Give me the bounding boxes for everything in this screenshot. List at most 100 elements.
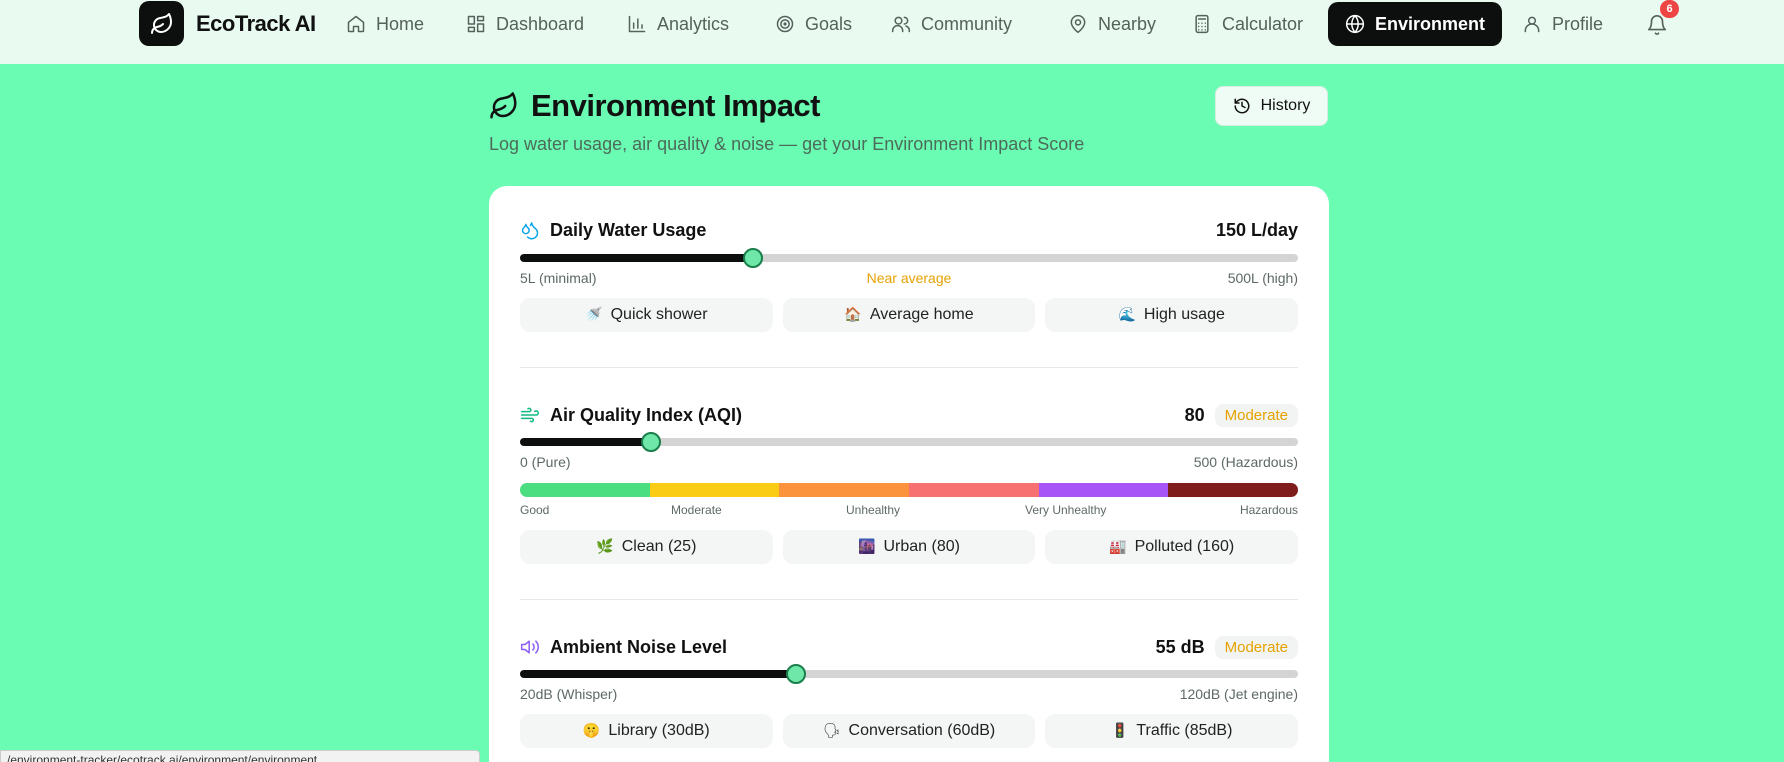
nav-home-label: Home xyxy=(376,13,425,34)
nav-goals[interactable]: Goals xyxy=(763,4,864,44)
house-icon: 🏠 xyxy=(844,307,862,323)
preset-label: Average home xyxy=(869,306,974,323)
noise-status-badge: Moderate xyxy=(1214,635,1298,659)
preset-label: Urban (80) xyxy=(883,538,960,555)
noise-max-label: 120dB (Jet engine) xyxy=(1179,686,1298,702)
bar-chart-icon xyxy=(628,15,646,33)
air-value: 80 xyxy=(1184,404,1205,425)
history-button[interactable]: History xyxy=(1215,86,1328,126)
nav-analytics-label: Analytics xyxy=(657,13,730,34)
nav-environment-label: Environment xyxy=(1375,13,1486,34)
water-slider-fill xyxy=(520,254,754,262)
aqi-segment-moderate xyxy=(649,483,780,497)
nav-nearby[interactable]: Nearby xyxy=(1056,4,1168,44)
factory-icon: 🏭 xyxy=(1109,539,1127,555)
target-icon xyxy=(776,15,794,33)
preset-traffic[interactable]: 🚦 Traffic (85dB) xyxy=(1045,714,1299,748)
aqi-label-very-unhealthy: Very Unhealthy xyxy=(1025,503,1107,517)
water-slider[interactable] xyxy=(520,248,1298,268)
water-max-label: 500L (high) xyxy=(1227,270,1298,286)
shower-icon: 🚿 xyxy=(585,307,603,323)
speaker-icon xyxy=(520,640,539,654)
top-nav: EcoTrack AI Home Dashboard Analytics Goa… xyxy=(0,0,1784,64)
user-icon xyxy=(1524,16,1540,33)
map-pin-icon xyxy=(1070,14,1086,34)
notifications-button[interactable] xyxy=(1642,10,1672,40)
air-max-label: 500 (Hazardous) xyxy=(1193,454,1298,470)
water-value: 150 L/day xyxy=(1215,219,1298,240)
home-icon xyxy=(347,15,365,33)
preset-conversation[interactable]: 🗣 Conversation (60dB) xyxy=(782,714,1036,748)
browser-status-bar: /environment-tracker/ecotrack.ai/environ… xyxy=(0,750,480,762)
preset-clean[interactable]: 🌿 Clean (25) xyxy=(520,530,773,564)
preset-polluted[interactable]: 🏭 Polluted (160) xyxy=(1045,530,1299,564)
notification-badge: 6 xyxy=(1660,0,1679,18)
aqi-segment-unhealthy-sensitive xyxy=(909,483,1039,497)
water-slider-thumb[interactable] xyxy=(743,248,764,268)
page-subtitle: Log water usage, air quality & noise — g… xyxy=(489,134,1085,154)
water-min-label: 5L (minimal) xyxy=(520,270,597,286)
aqi-scale-bar xyxy=(520,483,1298,497)
water-section: Daily Water Usage 150 L/day 5L (minimal)… xyxy=(520,217,1299,337)
water-presets: 🚿 Quick shower 🏠 Average home 🌊 High usage xyxy=(520,298,1299,332)
nav-profile[interactable]: Profile xyxy=(1510,4,1615,44)
aqi-label-moderate: Moderate xyxy=(671,503,722,517)
preset-label: Conversation (60dB) xyxy=(848,722,996,739)
aqi-segment-hazardous xyxy=(1168,483,1298,497)
aqi-label-unhealthy: Unhealthy xyxy=(846,503,901,517)
preset-average-home[interactable]: 🏠 Average home xyxy=(782,298,1036,332)
preset-label: Clean (25) xyxy=(621,538,697,555)
nav-profile-label: Profile xyxy=(1552,13,1604,34)
aqi-segment-good xyxy=(520,483,650,497)
preset-quick-shower[interactable]: 🚿 Quick shower xyxy=(520,298,773,332)
nav-community-label: Community xyxy=(921,13,1013,34)
calculator-icon xyxy=(1195,14,1209,34)
nav-community[interactable]: Community xyxy=(879,4,1024,44)
preset-urban[interactable]: 🌆 Urban (80) xyxy=(782,530,1036,564)
air-header: Air Quality Index (AQI) 80 Moderate xyxy=(520,402,1298,428)
herb-icon: 🌿 xyxy=(596,539,614,555)
bell-icon xyxy=(1647,15,1667,36)
aqi-segment-very-unhealthy xyxy=(1038,483,1169,497)
air-presets: 🌿 Clean (25) 🌆 Urban (80) 🏭 Polluted (160) xyxy=(520,530,1299,564)
aqi-label-good: Good xyxy=(520,503,550,517)
water-title: Daily Water Usage xyxy=(550,219,707,240)
air-slider-thumb[interactable] xyxy=(640,432,661,452)
noise-value: 55 dB xyxy=(1155,636,1205,657)
page-title-text: Environment Impact xyxy=(531,88,821,123)
nav-home[interactable]: Home xyxy=(334,4,436,44)
page-title: Environment Impact xyxy=(489,88,821,124)
nav-calculator[interactable]: Calculator xyxy=(1180,4,1315,44)
preset-high-usage[interactable]: 🌊 High usage xyxy=(1045,298,1299,332)
aqi-label-hazardous: Hazardous xyxy=(1239,503,1298,517)
noise-slider[interactable] xyxy=(520,664,1298,684)
air-slider[interactable] xyxy=(520,432,1298,452)
logo[interactable] xyxy=(139,1,184,46)
noise-min-label: 20dB (Whisper) xyxy=(520,686,618,702)
air-slider-fill xyxy=(520,438,651,446)
water-header: Daily Water Usage 150 L/day xyxy=(520,217,1298,243)
noise-section: Ambient Noise Level 55 dB Moderate 20dB … xyxy=(520,634,1299,754)
air-min-label: 0 (Pure) xyxy=(520,454,571,470)
air-section: Air Quality Index (AQI) 80 Moderate 0 (P… xyxy=(520,402,1299,564)
section-divider xyxy=(520,599,1298,600)
droplets-icon xyxy=(521,222,539,240)
noise-slider-thumb[interactable] xyxy=(786,664,807,684)
nav-goals-label: Goals xyxy=(805,13,853,34)
nav-environment[interactable]: Environment xyxy=(1328,2,1503,46)
leaf-icon xyxy=(490,92,517,119)
users-icon xyxy=(891,16,911,33)
preset-library[interactable]: 🤫 Library (30dB) xyxy=(520,714,773,748)
speaking-head-icon: 🗣 xyxy=(822,723,841,739)
nav-dashboard-label: Dashboard xyxy=(496,13,585,34)
noise-slider-fill xyxy=(520,670,797,678)
dashboard-icon xyxy=(467,15,485,33)
wave-icon: 🌊 xyxy=(1118,307,1136,323)
nav-dashboard[interactable]: Dashboard xyxy=(454,4,596,44)
history-label: History xyxy=(1260,97,1311,114)
globe-icon xyxy=(1345,14,1365,34)
leaf-icon xyxy=(150,12,172,34)
history-icon xyxy=(1234,98,1250,114)
nav-analytics[interactable]: Analytics xyxy=(615,4,741,44)
nav-nearby-label: Nearby xyxy=(1098,13,1157,34)
